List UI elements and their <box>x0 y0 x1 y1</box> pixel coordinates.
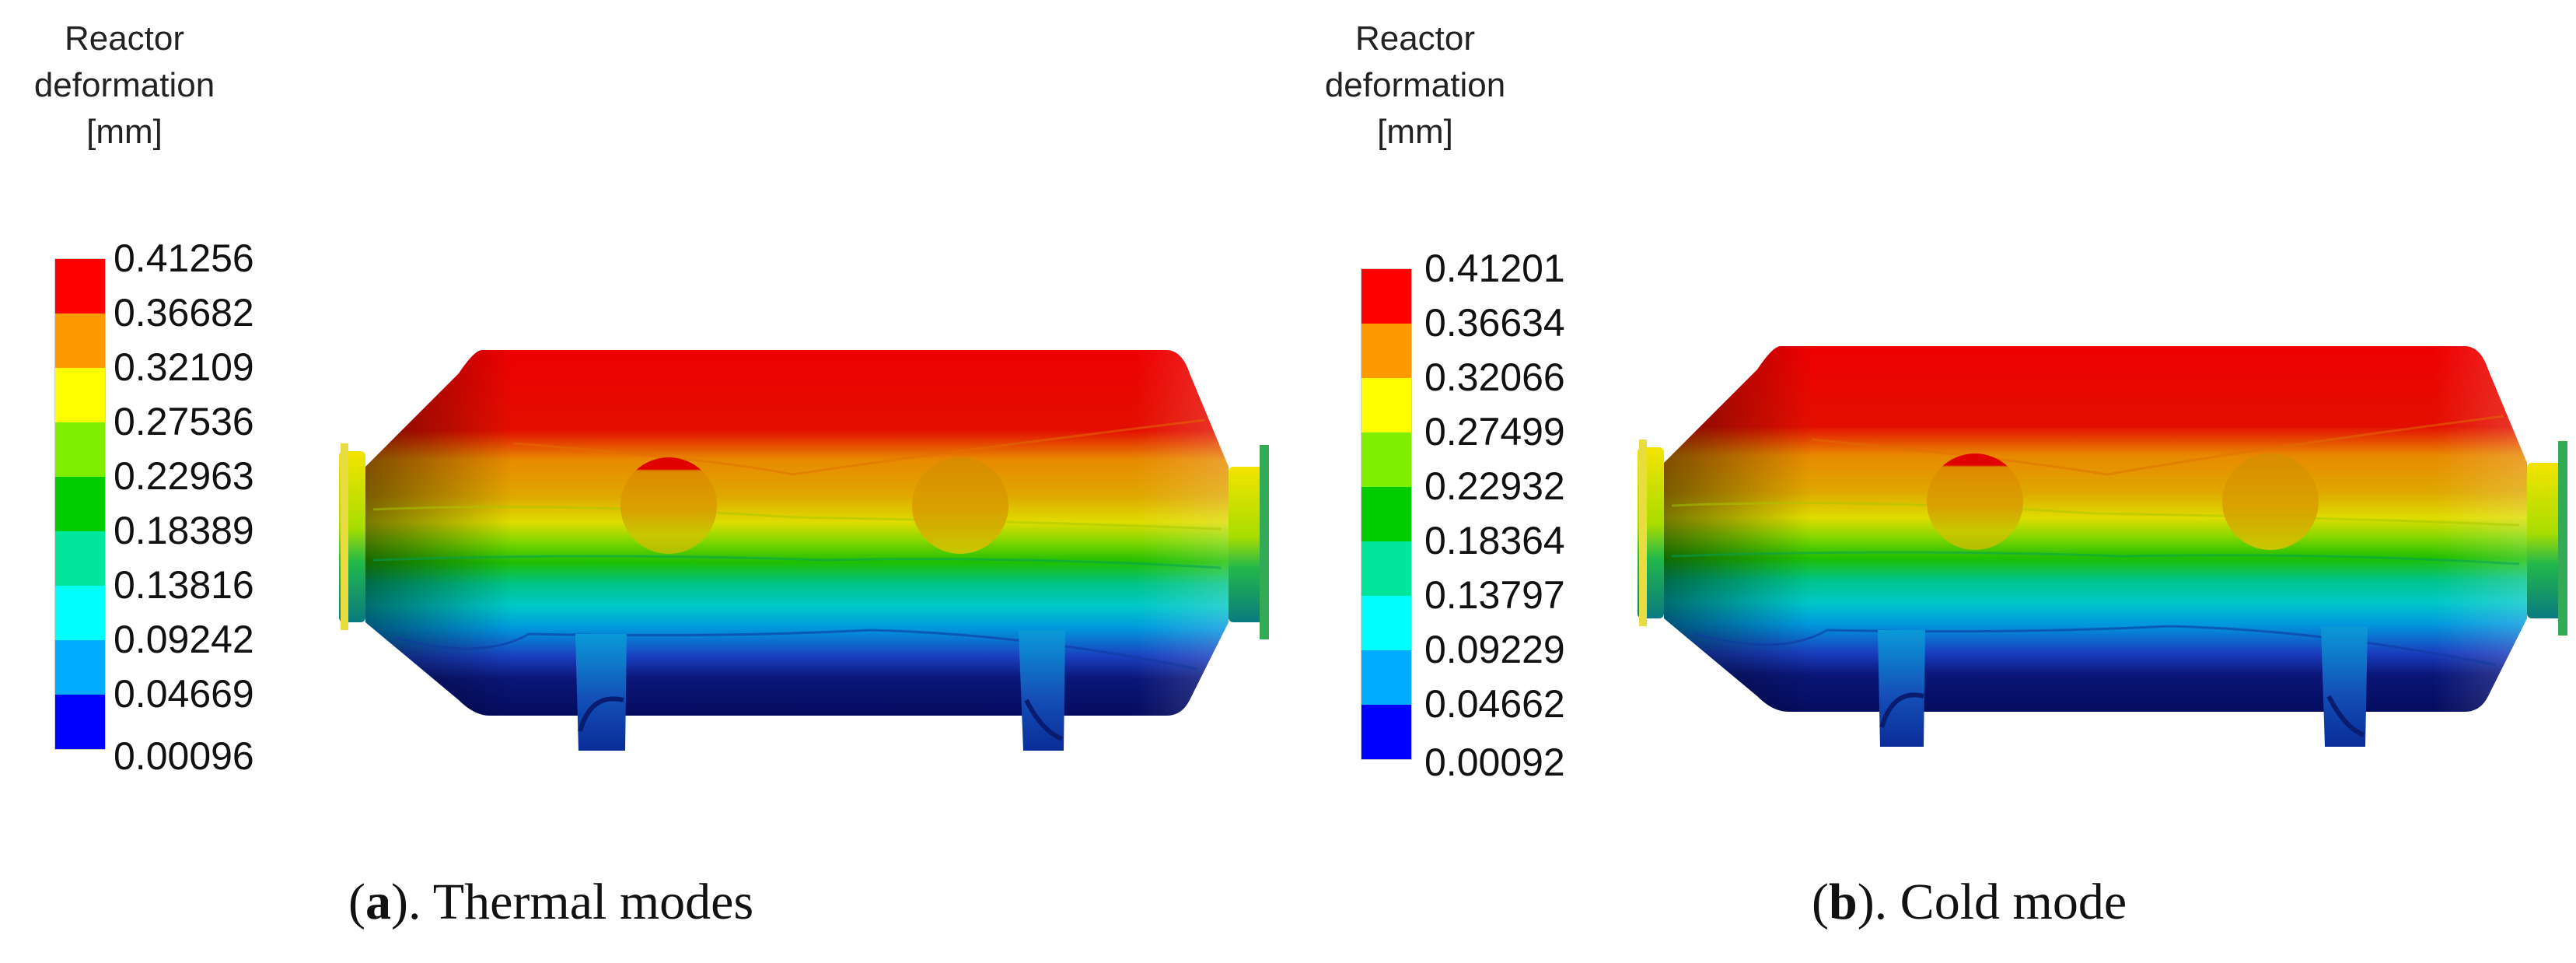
scale-tick-label: 0.32109 <box>114 345 254 389</box>
leg-crack <box>1879 692 1924 728</box>
color-scale-cell <box>1361 487 1411 541</box>
legend-title-line-2: deformation <box>33 66 215 104</box>
scale-tick-label: 0.41201 <box>1424 247 1565 290</box>
scale-tick-label: 0.32066 <box>1424 355 1565 399</box>
caption-letter: b <box>1828 874 1858 930</box>
scale-tick-label: 0.41256 <box>114 236 254 280</box>
contour-band-edge <box>1811 415 2504 476</box>
top-port <box>2222 453 2319 550</box>
panel-cold-mode: Reactor deformation [mm] 0.41201 0.36634… <box>1298 0 2576 963</box>
support-leg <box>1019 630 1065 751</box>
color-scale-cell <box>55 695 105 749</box>
scale-tick-label: 0.18364 <box>1424 519 1565 562</box>
scale-tick-label: 0.04669 <box>114 672 254 716</box>
left-head-shade <box>1664 346 1812 712</box>
color-scale-cell <box>1361 378 1411 432</box>
color-scale-cell <box>55 531 105 586</box>
contour-band-edge <box>372 506 1222 531</box>
color-scale-cell <box>1361 650 1411 705</box>
right-head-shade <box>1135 350 1229 716</box>
leg-crack <box>1024 699 1064 741</box>
legend-title-line-3: [mm] <box>86 113 163 151</box>
color-scale-cell <box>1361 269 1411 324</box>
reactor-deformation-contour <box>339 350 1269 751</box>
support-leg <box>575 634 627 751</box>
color-scale-cell <box>55 422 105 477</box>
scale-tick-label: 0.22963 <box>114 454 254 498</box>
color-scale-cell <box>55 313 105 368</box>
color-scale-bar <box>1361 268 1412 760</box>
color-scale-cell <box>1361 596 1411 650</box>
right-flange <box>2558 441 2567 636</box>
contour-band-edge <box>372 555 1222 569</box>
scale-tick-label: 0.13816 <box>114 563 254 607</box>
vessel-body <box>1664 346 2527 712</box>
color-scale-cell <box>1361 324 1411 378</box>
scale-tick-label: 0.27536 <box>114 400 254 443</box>
legend-title-line-1: Reactor <box>64 19 185 58</box>
scale-tick-label: 0.04662 <box>1424 682 1565 726</box>
color-scale-bar <box>54 258 106 750</box>
scale-tick-label: 0.09229 <box>1424 628 1565 671</box>
caption-text: ). Thermal modes <box>390 874 754 930</box>
color-scale-cell <box>1361 541 1411 596</box>
left-flange <box>341 443 348 630</box>
scale-tick-label: 0.13797 <box>1424 573 1565 617</box>
color-scale-cell <box>1361 705 1411 759</box>
legend-title-line-2: deformation <box>1324 66 1506 104</box>
figure-caption: (a). Thermal modes <box>348 874 754 930</box>
color-scale-cell <box>55 259 105 313</box>
top-port <box>912 457 1008 554</box>
vessel-body <box>365 350 1229 716</box>
color-scale-cell <box>55 586 105 640</box>
top-port <box>1927 453 2023 550</box>
left-flange <box>1639 439 1647 626</box>
caption-text: ). Cold mode <box>1857 874 2127 930</box>
right-nozzle <box>2527 463 2567 618</box>
contour-band-edge <box>512 418 1206 476</box>
panel-thermal-mode: Reactor deformation [mm] 0.41256 0.36682… <box>0 16 1269 930</box>
scale-tick-label: 0.00096 <box>114 734 254 778</box>
color-scale-cell <box>55 640 105 695</box>
scale-tick-label: 0.36682 <box>114 291 254 334</box>
reactor-deformation-contour <box>1638 346 2567 747</box>
legend-title-line-3: [mm] <box>1377 113 1453 151</box>
left-head-shade <box>365 350 513 716</box>
color-scale-cell <box>55 368 105 422</box>
contour-band-edge <box>1671 551 2520 566</box>
leg-crack <box>578 696 624 732</box>
scale-tick-label: 0.09242 <box>114 618 254 661</box>
figure-caption: (b). Cold mode <box>1812 874 2127 930</box>
color-scale-cell <box>1361 432 1411 487</box>
legend-title: Reactor deformation [mm] <box>1298 16 1532 156</box>
right-head-shade <box>2434 346 2527 712</box>
scale-tick-label: 0.27499 <box>1424 410 1565 453</box>
top-port <box>620 457 717 554</box>
leg-crack <box>2326 695 2365 737</box>
right-flange <box>1260 445 1269 639</box>
caption-letter: a <box>365 874 391 930</box>
color-scale-cell <box>55 477 105 531</box>
legend-title: Reactor deformation [mm] <box>0 16 249 156</box>
scale-tick-label: 0.00092 <box>1424 741 1565 784</box>
support-leg <box>1878 630 1925 747</box>
scale-tick-label: 0.22932 <box>1424 464 1565 508</box>
scale-tick-label: 0.18389 <box>114 509 254 552</box>
scale-tick-label: 0.36634 <box>1424 301 1565 345</box>
legend-title-line-1: Reactor <box>1354 19 1476 58</box>
contour-band-edge <box>1671 502 2520 527</box>
right-nozzle <box>1229 467 1269 622</box>
support-leg <box>2321 626 2368 747</box>
